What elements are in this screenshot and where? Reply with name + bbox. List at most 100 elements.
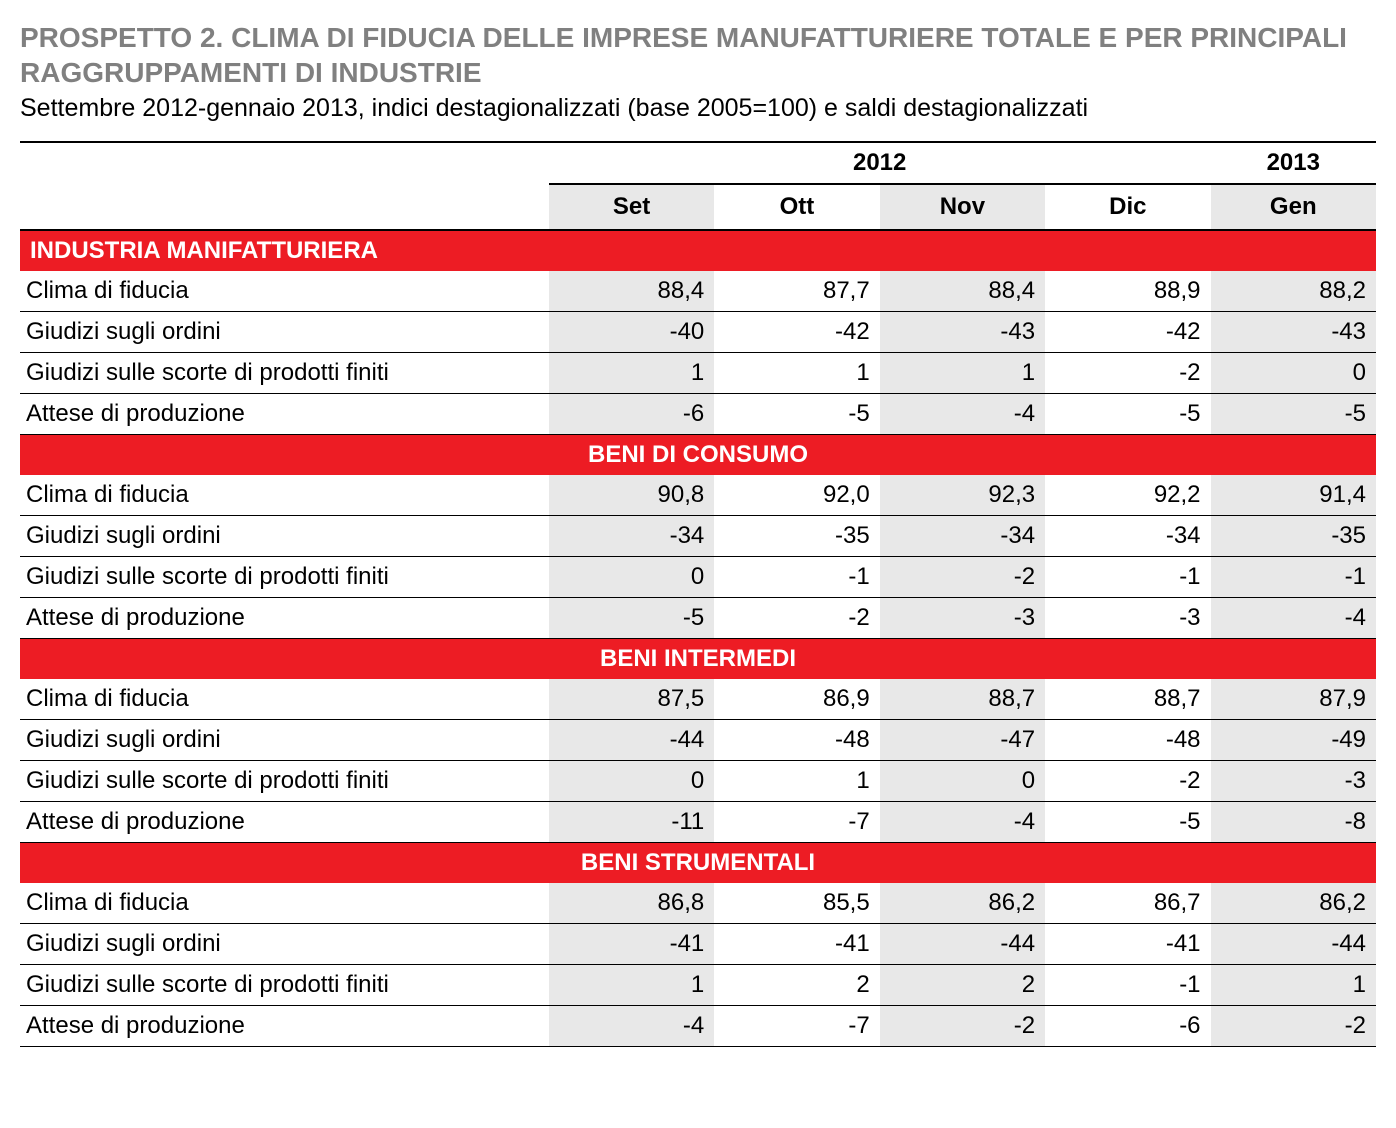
table-row: Attese di produzione -5 -2 -3 -3 -4	[20, 598, 1376, 639]
table-row: Giudizi sugli ordini -34 -35 -34 -34 -35	[20, 516, 1376, 557]
cell: -11	[549, 802, 714, 843]
cell: -6	[549, 394, 714, 435]
header-blank-2	[20, 184, 549, 230]
cell: -7	[714, 1006, 879, 1047]
row-label: Attese di produzione	[20, 394, 549, 435]
cell: -2	[880, 557, 1045, 598]
cell: -5	[1045, 394, 1210, 435]
header-year-2013: 2013	[1211, 142, 1376, 184]
cell: -34	[1045, 516, 1210, 557]
cell: -42	[714, 312, 879, 353]
cell: -2	[714, 598, 879, 639]
cell: 86,8	[549, 883, 714, 924]
table-row: Attese di produzione -4 -7 -2 -6 -2	[20, 1006, 1376, 1047]
cell: 88,2	[1211, 271, 1376, 312]
cell: -40	[549, 312, 714, 353]
section-title: BENI DI CONSUMO	[20, 435, 1376, 476]
row-label: Attese di produzione	[20, 598, 549, 639]
cell: 87,5	[549, 679, 714, 720]
cell: 0	[549, 557, 714, 598]
cell: 87,7	[714, 271, 879, 312]
table-row: Giudizi sugli ordini -41 -41 -44 -41 -44	[20, 924, 1376, 965]
cell: -42	[1045, 312, 1210, 353]
cell: -4	[880, 394, 1045, 435]
cell: -44	[1211, 924, 1376, 965]
cell: -47	[880, 720, 1045, 761]
cell: -3	[1045, 598, 1210, 639]
cell: -34	[549, 516, 714, 557]
cell: -1	[714, 557, 879, 598]
header-month-set: Set	[549, 184, 714, 230]
table-row: Clima di fiducia 88,4 87,7 88,4 88,9 88,…	[20, 271, 1376, 312]
cell: 87,9	[1211, 679, 1376, 720]
header-month-nov: Nov	[880, 184, 1045, 230]
cell: -3	[1211, 761, 1376, 802]
cell: -2	[880, 1006, 1045, 1047]
cell: -6	[1045, 1006, 1210, 1047]
table-subtitle: Settembre 2012-gennaio 2013, indici dest…	[20, 94, 1376, 123]
row-label: Clima di fiducia	[20, 475, 549, 516]
cell: 88,4	[549, 271, 714, 312]
cell: -41	[549, 924, 714, 965]
cell: -35	[1211, 516, 1376, 557]
cell: 88,7	[880, 679, 1045, 720]
cell: -4	[880, 802, 1045, 843]
data-table: 2012 2013 Set Ott Nov Dic Gen INDUSTRIA …	[20, 141, 1376, 1047]
title-line-1: PROSPETTO 2. CLIMA DI FIDUCIA DELLE IMPR…	[20, 22, 1347, 53]
cell: -43	[1211, 312, 1376, 353]
header-month-ott: Ott	[714, 184, 879, 230]
row-label: Attese di produzione	[20, 1006, 549, 1047]
table-title: PROSPETTO 2. CLIMA DI FIDUCIA DELLE IMPR…	[20, 20, 1376, 90]
cell: 86,7	[1045, 883, 1210, 924]
cell: -48	[714, 720, 879, 761]
row-label: Clima di fiducia	[20, 883, 549, 924]
header-blank	[20, 142, 549, 184]
cell: -49	[1211, 720, 1376, 761]
row-label: Giudizi sulle scorte di prodotti finiti	[20, 353, 549, 394]
cell: 1	[1211, 965, 1376, 1006]
cell: -5	[1045, 802, 1210, 843]
cell: 2	[880, 965, 1045, 1006]
cell: -1	[1045, 557, 1210, 598]
cell: -4	[549, 1006, 714, 1047]
cell: 92,0	[714, 475, 879, 516]
section-title: BENI STRUMENTALI	[20, 843, 1376, 884]
cell: 90,8	[549, 475, 714, 516]
title-line-2: RAGGRUPPAMENTI DI INDUSTRIE	[20, 57, 482, 88]
table-row: Giudizi sulle scorte di prodotti finiti …	[20, 965, 1376, 1006]
section-header-consumo: BENI DI CONSUMO	[20, 435, 1376, 476]
cell: 86,2	[880, 883, 1045, 924]
cell: 0	[549, 761, 714, 802]
cell: -35	[714, 516, 879, 557]
table-row: Clima di fiducia 86,8 85,5 86,2 86,7 86,…	[20, 883, 1376, 924]
row-label: Attese di produzione	[20, 802, 549, 843]
section-title: INDUSTRIA MANIFATTURIERA	[20, 230, 1376, 271]
header-month-dic: Dic	[1045, 184, 1210, 230]
row-label: Giudizi sulle scorte di prodotti finiti	[20, 557, 549, 598]
cell: 91,4	[1211, 475, 1376, 516]
cell: 1	[880, 353, 1045, 394]
cell: -2	[1211, 1006, 1376, 1047]
row-label: Giudizi sugli ordini	[20, 720, 549, 761]
cell: -34	[880, 516, 1045, 557]
cell: 86,2	[1211, 883, 1376, 924]
cell: -4	[1211, 598, 1376, 639]
cell: -2	[1045, 761, 1210, 802]
cell: 92,3	[880, 475, 1045, 516]
section-title: BENI INTERMEDI	[20, 639, 1376, 680]
row-label: Giudizi sulle scorte di prodotti finiti	[20, 965, 549, 1006]
cell: -43	[880, 312, 1045, 353]
cell: 1	[549, 965, 714, 1006]
cell: 1	[714, 761, 879, 802]
cell: -3	[880, 598, 1045, 639]
cell: -1	[1211, 557, 1376, 598]
section-header-strumentali: BENI STRUMENTALI	[20, 843, 1376, 884]
cell: 88,4	[880, 271, 1045, 312]
cell: 88,7	[1045, 679, 1210, 720]
section-header-manifatturiera: INDUSTRIA MANIFATTURIERA	[20, 230, 1376, 271]
cell: -41	[714, 924, 879, 965]
cell: -41	[1045, 924, 1210, 965]
row-label: Giudizi sugli ordini	[20, 924, 549, 965]
table-row: Attese di produzione -6 -5 -4 -5 -5	[20, 394, 1376, 435]
table-row: Giudizi sulle scorte di prodotti finiti …	[20, 353, 1376, 394]
